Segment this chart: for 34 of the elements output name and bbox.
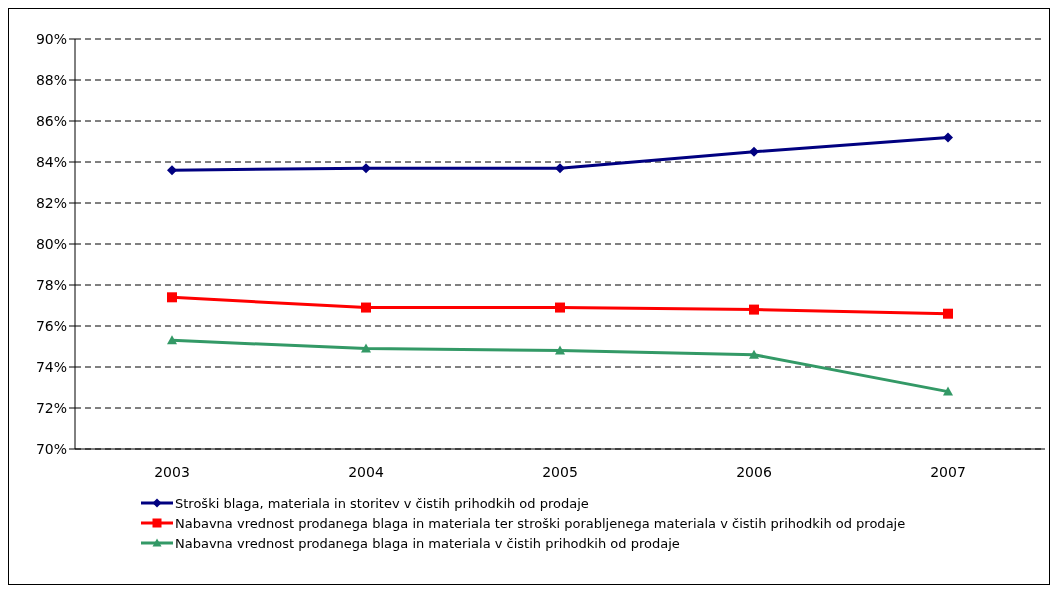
y-tick-label: 78%	[35, 276, 67, 293]
x-tick-label: 2005	[542, 463, 578, 480]
y-tick-label: 90%	[35, 30, 67, 47]
x-tick-label: 2003	[154, 463, 190, 480]
y-tick-label: 76%	[35, 317, 67, 334]
legend-label: Stroški blaga, materiala in storitev v čistih prihodkih od prodaje	[175, 495, 589, 511]
point	[167, 165, 177, 176]
point	[555, 345, 565, 355]
point	[167, 292, 177, 303]
point	[749, 146, 759, 157]
x-tick-label: 2006	[736, 463, 772, 480]
x-tick-label: 2007	[930, 463, 966, 480]
point	[361, 302, 371, 313]
point	[167, 335, 177, 345]
y-tick-label: 86%	[35, 112, 67, 129]
x-tick-label: 2004	[348, 463, 384, 480]
y-tick-label: 72%	[35, 399, 67, 416]
point	[749, 349, 759, 359]
y-tick-label: 74%	[35, 358, 67, 375]
legend-label: Nabavna vrednost prodanega blaga in materiala ter stroški porabljenega materiala v čistih prihodkih od prodaje	[175, 515, 906, 531]
point	[749, 304, 759, 315]
point	[943, 386, 953, 396]
point	[943, 132, 953, 143]
point	[555, 163, 565, 174]
legend-label: Nabavna vrednost prodanega blaga in materiala v čistih prihodkih od prodaje	[175, 535, 680, 551]
y-tick-label: 70%	[35, 440, 67, 457]
point	[361, 343, 371, 353]
y-tick-label: 82%	[35, 194, 67, 211]
y-tick-label: 80%	[35, 235, 67, 252]
point	[361, 163, 371, 174]
y-tick-label: 88%	[35, 71, 67, 88]
y-tick-label: 84%	[35, 153, 67, 170]
point	[943, 308, 953, 319]
point	[555, 302, 565, 313]
